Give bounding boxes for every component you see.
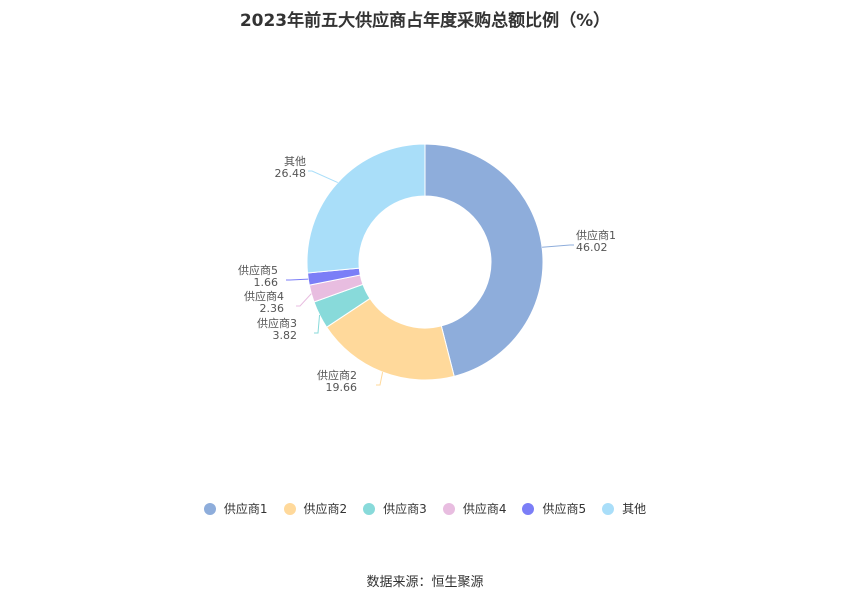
slice-label-value: 19.66 — [326, 381, 358, 394]
legend-label: 供应商4 — [462, 502, 507, 516]
legend-marker — [522, 502, 535, 515]
leader-line-供应商1 — [542, 244, 574, 248]
legend-item[interactable]: 供应商4 — [442, 500, 507, 517]
chart-legend: 供应商1 供应商2 供应商3 供应商4 供应商5 其他 — [0, 500, 850, 517]
legend-label: 其他 — [622, 502, 647, 516]
legend-marker — [203, 502, 216, 515]
slice-label-name: 供应商2 — [317, 368, 357, 382]
slice-label-name: 供应商1 — [576, 228, 616, 242]
leader-line-供应商4 — [296, 293, 312, 307]
leader-line-供应商5 — [286, 278, 309, 281]
legend-item[interactable]: 供应商3 — [363, 500, 427, 517]
legend-item[interactable]: 其他 — [602, 500, 646, 517]
slice-label-name: 供应商3 — [257, 316, 297, 330]
legend-item[interactable]: 供应商5 — [522, 500, 586, 517]
slice-label-value: 26.48 — [275, 167, 307, 180]
legend-item[interactable]: 供应商1 — [203, 500, 268, 517]
chart-title: 2023年前五大供应商占年度采购总额比例（%） — [239, 11, 611, 31]
legend-marker — [283, 502, 296, 515]
legend-marker — [442, 502, 455, 515]
slice-其他 — [306, 143, 426, 274]
legend-label: 供应商5 — [542, 502, 587, 516]
slice-供应商1 — [424, 143, 544, 377]
slice-label-value: 1.66 — [254, 276, 279, 289]
legend-marker — [363, 502, 376, 515]
slice-label-name: 其他 — [284, 155, 306, 168]
slice-label-name: 供应商5 — [238, 263, 278, 277]
legend-label: 供应商3 — [383, 502, 427, 516]
legend-label: 供应商2 — [303, 502, 348, 516]
legend-marker — [602, 502, 615, 515]
legend-label: 供应商1 — [223, 502, 268, 516]
leader-line-其他 — [308, 170, 338, 183]
slice-label-value: 2.36 — [260, 302, 285, 315]
slice-label-value: 3.82 — [273, 329, 298, 342]
slice-label-value: 46.02 — [576, 241, 608, 254]
legend-item[interactable]: 供应商2 — [283, 500, 348, 517]
leader-line-供应商2 — [376, 372, 384, 386]
leader-line-供应商3 — [314, 314, 321, 334]
data-source: 数据来源：恒生聚源 — [366, 575, 484, 590]
slice-label-name: 供应商4 — [244, 289, 284, 303]
